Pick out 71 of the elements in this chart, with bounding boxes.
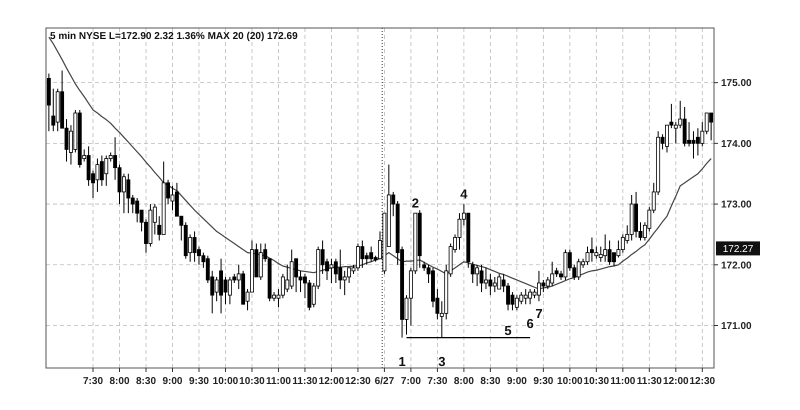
x-tick-label: 8:30 — [136, 376, 156, 387]
candlestick — [294, 258, 298, 293]
annotation: 4 — [460, 186, 468, 202]
annotation: 3 — [438, 354, 446, 370]
annotation: 2 — [412, 196, 419, 211]
x-tick-label: 12:30 — [690, 376, 716, 387]
x-tick-label: 11:30 — [292, 376, 318, 387]
annotation: 5 — [504, 322, 512, 338]
y-tick-label: 172.00 — [721, 260, 752, 272]
candlestick — [594, 246, 598, 260]
chart-title: 5 min NYSE L=172.90 2.32 1.36% MAX 20 (20) 172.69 — [50, 31, 298, 42]
x-tick-label: 12:00 — [663, 376, 690, 387]
candlestick — [285, 264, 290, 293]
candlestick — [576, 258, 581, 280]
x-tick-label: 10:00 — [557, 376, 584, 387]
x-tick-label: 11:00 — [266, 376, 292, 387]
annotation: 172.27 — [722, 244, 754, 255]
candlestick — [519, 292, 524, 305]
x-tick-label: 12:00 — [318, 376, 345, 387]
x-tick-label: 9:00 — [506, 376, 528, 387]
candlestick — [497, 273, 502, 290]
x-tick-label: 12:30 — [345, 376, 372, 387]
candlestick — [280, 273, 285, 299]
candlestick — [524, 288, 528, 305]
candlestick — [338, 249, 342, 290]
candlestick — [550, 261, 554, 287]
candlestick — [100, 155, 104, 186]
candlestick — [475, 264, 480, 287]
candlestick — [541, 279, 546, 293]
candlestick — [228, 276, 232, 305]
candlestick — [360, 240, 364, 268]
candlestick — [126, 173, 130, 214]
y-tick-label: 174.00 — [721, 138, 752, 150]
candlestick — [342, 270, 347, 296]
y-tick-label: 173.00 — [721, 200, 752, 211]
candlestick — [470, 261, 475, 284]
y-tick-label: 171.00 — [721, 321, 752, 332]
x-tick-label: 8:00 — [454, 376, 474, 387]
x-tick-label: 11:30 — [636, 376, 662, 387]
y-tick-label: 175.00 — [721, 78, 752, 90]
annotation: 1 — [398, 354, 406, 370]
candlestick — [104, 155, 108, 186]
x-tick-label: 7:30 — [427, 376, 448, 387]
x-tick-label: 6/27 — [374, 376, 395, 387]
x-tick-label: 8:00 — [110, 376, 130, 387]
x-tick-label: 7:30 — [83, 376, 104, 387]
candlestick — [709, 112, 714, 141]
candlestick — [334, 258, 338, 284]
x-tick-label: 9:00 — [162, 376, 183, 387]
x-tick-label: 11:00 — [610, 376, 636, 387]
x-tick-label: 10:30 — [239, 376, 266, 387]
x-tick-label: 10:00 — [212, 376, 239, 387]
candlestick — [546, 276, 550, 290]
x-tick-label: 8:30 — [480, 376, 501, 387]
x-tick-label: 9:30 — [188, 376, 210, 387]
x-tick-label: 7:00 — [400, 376, 422, 387]
x-tick-label: 9:30 — [533, 376, 554, 387]
candlestick — [603, 234, 608, 262]
candlestick — [488, 273, 492, 296]
candlestick — [422, 261, 426, 272]
candlestick — [514, 294, 519, 311]
candlestick — [528, 288, 532, 305]
annotation: 6 — [526, 316, 534, 331]
x-tick-label: 10:30 — [584, 376, 610, 387]
candlestick — [369, 246, 374, 262]
candlestick — [492, 276, 497, 293]
candlestick — [135, 198, 140, 223]
annotation: 7 — [535, 306, 543, 321]
candlestick — [696, 128, 700, 156]
candlestick — [598, 246, 603, 262]
candlestick — [51, 88, 56, 132]
